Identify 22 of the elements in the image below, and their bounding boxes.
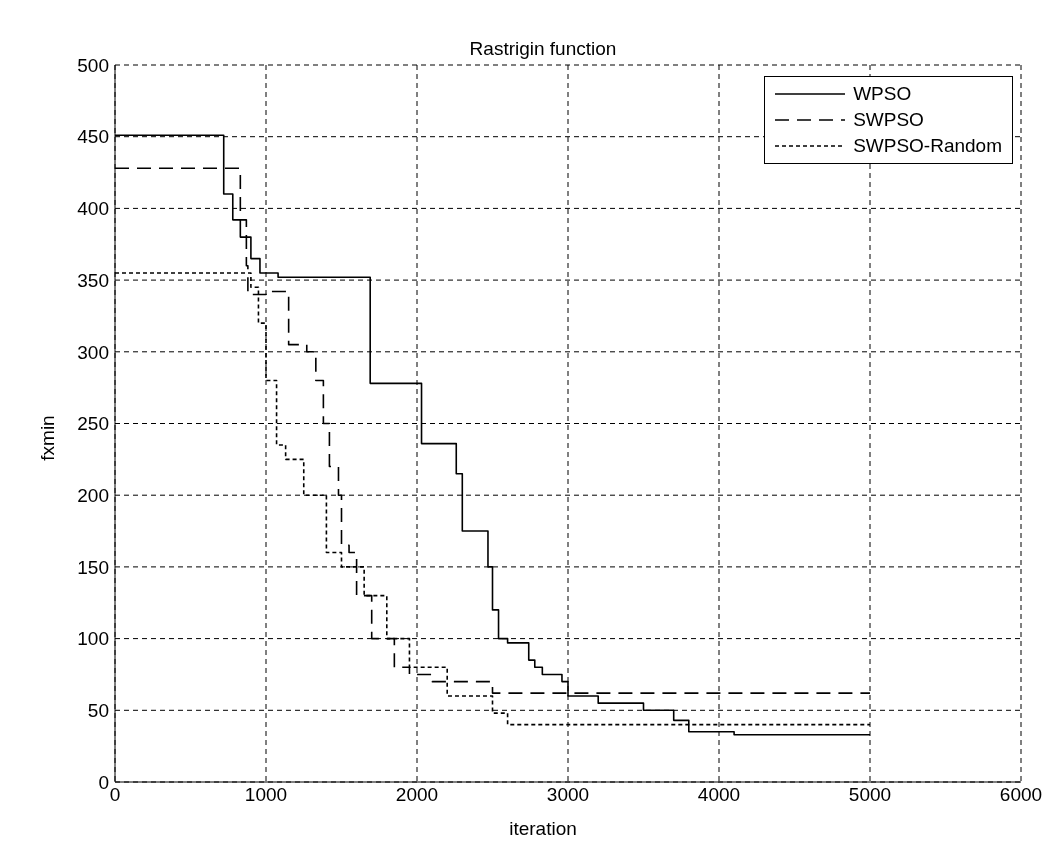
y-tick-label: 300 (77, 341, 109, 363)
x-tick-label: 1000 (244, 784, 288, 806)
y-tick-label: 100 (77, 628, 109, 650)
y-tick-label: 150 (77, 556, 109, 578)
x-tick-label: 2000 (395, 784, 439, 806)
y-tick-label: 50 (87, 700, 109, 722)
y-tick-label: 200 (77, 484, 109, 506)
y-axis-title: fxmin (37, 413, 59, 463)
y-tick-label: 500 (77, 54, 109, 76)
legend-label: SWPSO-Random (853, 134, 1002, 158)
legend-label: WPSO (853, 82, 912, 106)
y-tick-label: 450 (77, 126, 109, 148)
y-tick-label: 350 (77, 269, 109, 291)
y-tick-label: 250 (77, 413, 109, 435)
y-tick-label: 400 (77, 198, 109, 220)
legend-label: SWPSO (853, 108, 924, 132)
x-tick-label: 4000 (697, 784, 741, 806)
chart-title: Rastrigin function (469, 38, 617, 59)
x-tick-label: 5000 (848, 784, 892, 806)
x-tick-label: 3000 (546, 784, 590, 806)
x-tick-label: 6000 (999, 784, 1043, 806)
x-axis-title: iteration (508, 818, 578, 840)
